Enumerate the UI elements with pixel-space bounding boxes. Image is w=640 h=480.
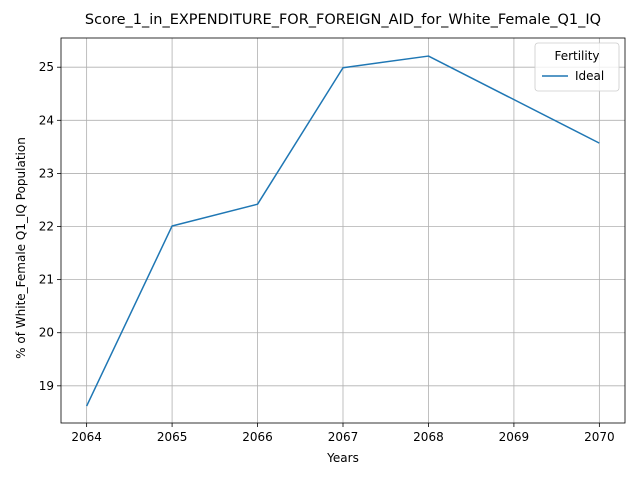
y-tick-label: 21 xyxy=(39,273,54,287)
y-axis-label: % of White_Female Q1_IQ Population xyxy=(14,137,28,359)
x-tick-label: 2066 xyxy=(242,430,273,444)
y-tick-label: 24 xyxy=(39,113,54,127)
chart-title: Score_1_in_EXPENDITURE_FOR_FOREIGN_AID_f… xyxy=(85,12,601,28)
legend-entry: Ideal xyxy=(575,69,604,83)
y-tick-label: 23 xyxy=(39,166,54,180)
x-tick-label: 2067 xyxy=(328,430,359,444)
x-axis-label: Years xyxy=(326,451,359,465)
x-tick-label: 2068 xyxy=(413,430,444,444)
legend-title: Fertility xyxy=(554,49,599,63)
y-tick-label: 20 xyxy=(39,326,54,340)
x-tick-label: 2064 xyxy=(71,430,102,444)
legend: Fertility Ideal xyxy=(534,42,620,92)
series-lines xyxy=(85,55,600,407)
x-tick-label: 2069 xyxy=(499,430,530,444)
y-axis: 19 20 21 22 23 24 25 xyxy=(39,60,61,393)
x-axis: 2064 2065 2066 2067 2068 2069 2070 xyxy=(71,423,615,444)
series-line-ideal xyxy=(85,55,600,407)
x-tick-label: 2065 xyxy=(157,430,188,444)
legend-box xyxy=(534,42,620,92)
y-tick-label: 22 xyxy=(39,220,54,234)
x-tick-label: 2070 xyxy=(584,430,615,444)
y-tick-label: 25 xyxy=(39,60,54,74)
y-tick-label: 19 xyxy=(39,379,54,393)
grid-lines xyxy=(61,38,625,423)
